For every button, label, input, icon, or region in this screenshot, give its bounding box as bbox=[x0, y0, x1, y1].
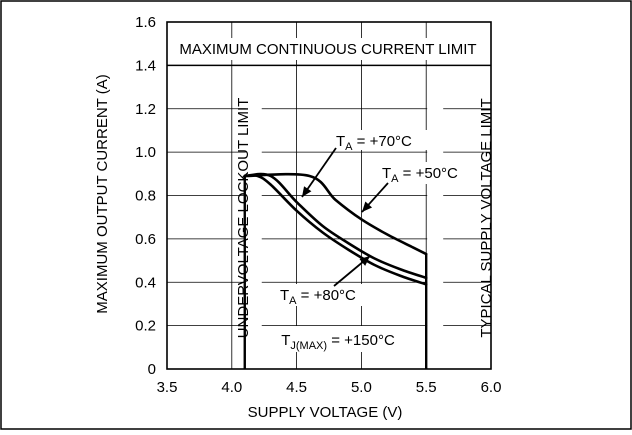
curve-label-70-rest: = +70°C bbox=[353, 133, 413, 150]
current-limit-label-bg bbox=[186, 38, 470, 60]
y-tick-label-7: 1.4 bbox=[135, 57, 156, 74]
x-tick-label-2: 4.5 bbox=[286, 379, 307, 396]
curve-label-80-sub: A bbox=[289, 295, 297, 307]
curve-label-80: TA = +80°C bbox=[280, 287, 356, 307]
tjmax-rest: = +150°C bbox=[327, 332, 395, 349]
arrow-70c-head bbox=[302, 186, 312, 197]
x-tick-label-3: 5.0 bbox=[351, 379, 372, 396]
curve-label-80-bg bbox=[278, 284, 390, 306]
series-group bbox=[243, 172, 428, 286]
curve-label-70-sub: A bbox=[345, 141, 353, 153]
limit-lines bbox=[167, 64, 491, 369]
curve-label-50-bg bbox=[380, 162, 488, 184]
curve-label-80-main: T bbox=[280, 287, 289, 304]
curve-label-50: TA = +50°C bbox=[382, 165, 458, 185]
y-tick-label-8: 1.6 bbox=[135, 14, 156, 31]
arrows bbox=[301, 147, 389, 287]
curve-label-80-rest: = +80°C bbox=[297, 287, 357, 304]
tjmax-main: T bbox=[281, 332, 290, 349]
curve-label-70-main: T bbox=[336, 133, 345, 150]
x-axis-label: SUPPLY VOLTAGE (V) bbox=[248, 404, 403, 421]
arrow-80c-head bbox=[359, 256, 370, 266]
y-tick-label-2: 0.4 bbox=[135, 274, 156, 291]
y-tick-label-5: 1.0 bbox=[135, 144, 156, 161]
x-tick-label-0: 3.5 bbox=[157, 379, 178, 396]
curve-label-70: TA = +70°C bbox=[336, 133, 412, 153]
supply-limit-label-bg bbox=[427, 86, 444, 334]
supply-limit-label: TYPICAL SUPPLY VOLTAGE LIMIT bbox=[478, 98, 495, 337]
y-tick-label-6: 1.2 bbox=[135, 101, 156, 118]
series-70c-line bbox=[243, 172, 428, 280]
series-80c-line bbox=[243, 174, 428, 286]
annotation-backgrounds bbox=[186, 38, 488, 352]
current-limit-label: MAXIMUM CONTINUOUS CURRENT LIMIT bbox=[179, 41, 476, 58]
y-tick-label-1: 0.2 bbox=[135, 318, 156, 335]
uvlo-label: UNDERVOLTAGE LOCKOUT LIMIT bbox=[235, 98, 252, 339]
y-axis-label: MAXIMUM OUTPUT CURRENT (A) bbox=[94, 74, 111, 313]
curve-label-70-bg bbox=[334, 130, 444, 150]
tjmax-sub: J(MAX) bbox=[290, 340, 327, 352]
curve-label-50-rest: = +50°C bbox=[399, 165, 459, 182]
y-tick-label-3: 0.6 bbox=[135, 231, 156, 248]
uvlo-label-bg bbox=[245, 86, 262, 334]
tjmax-label: TJ(MAX) = +150°C bbox=[281, 332, 395, 352]
curve-label-50-main: T bbox=[382, 165, 391, 182]
y-tick-label-4: 0.8 bbox=[135, 188, 156, 205]
curve-label-50-sub: A bbox=[391, 173, 399, 185]
y-tick-labels: 0 0.2 0.4 0.6 0.8 1.0 1.2 1.4 1.6 bbox=[135, 14, 156, 378]
x-tick-label-1: 4.0 bbox=[221, 379, 242, 396]
series-50c-line bbox=[243, 172, 428, 256]
plot-border bbox=[166, 21, 492, 370]
x-tick-label-5: 6.0 bbox=[481, 379, 502, 396]
x-tick-label-4: 5.5 bbox=[416, 379, 437, 396]
arrow-50c-head bbox=[362, 201, 373, 212]
x-tick-labels: 3.5 4.0 4.5 5.0 5.5 6.0 bbox=[157, 379, 502, 396]
y-tick-label-0: 0 bbox=[148, 361, 156, 378]
tjmax-label-bg bbox=[252, 326, 426, 352]
